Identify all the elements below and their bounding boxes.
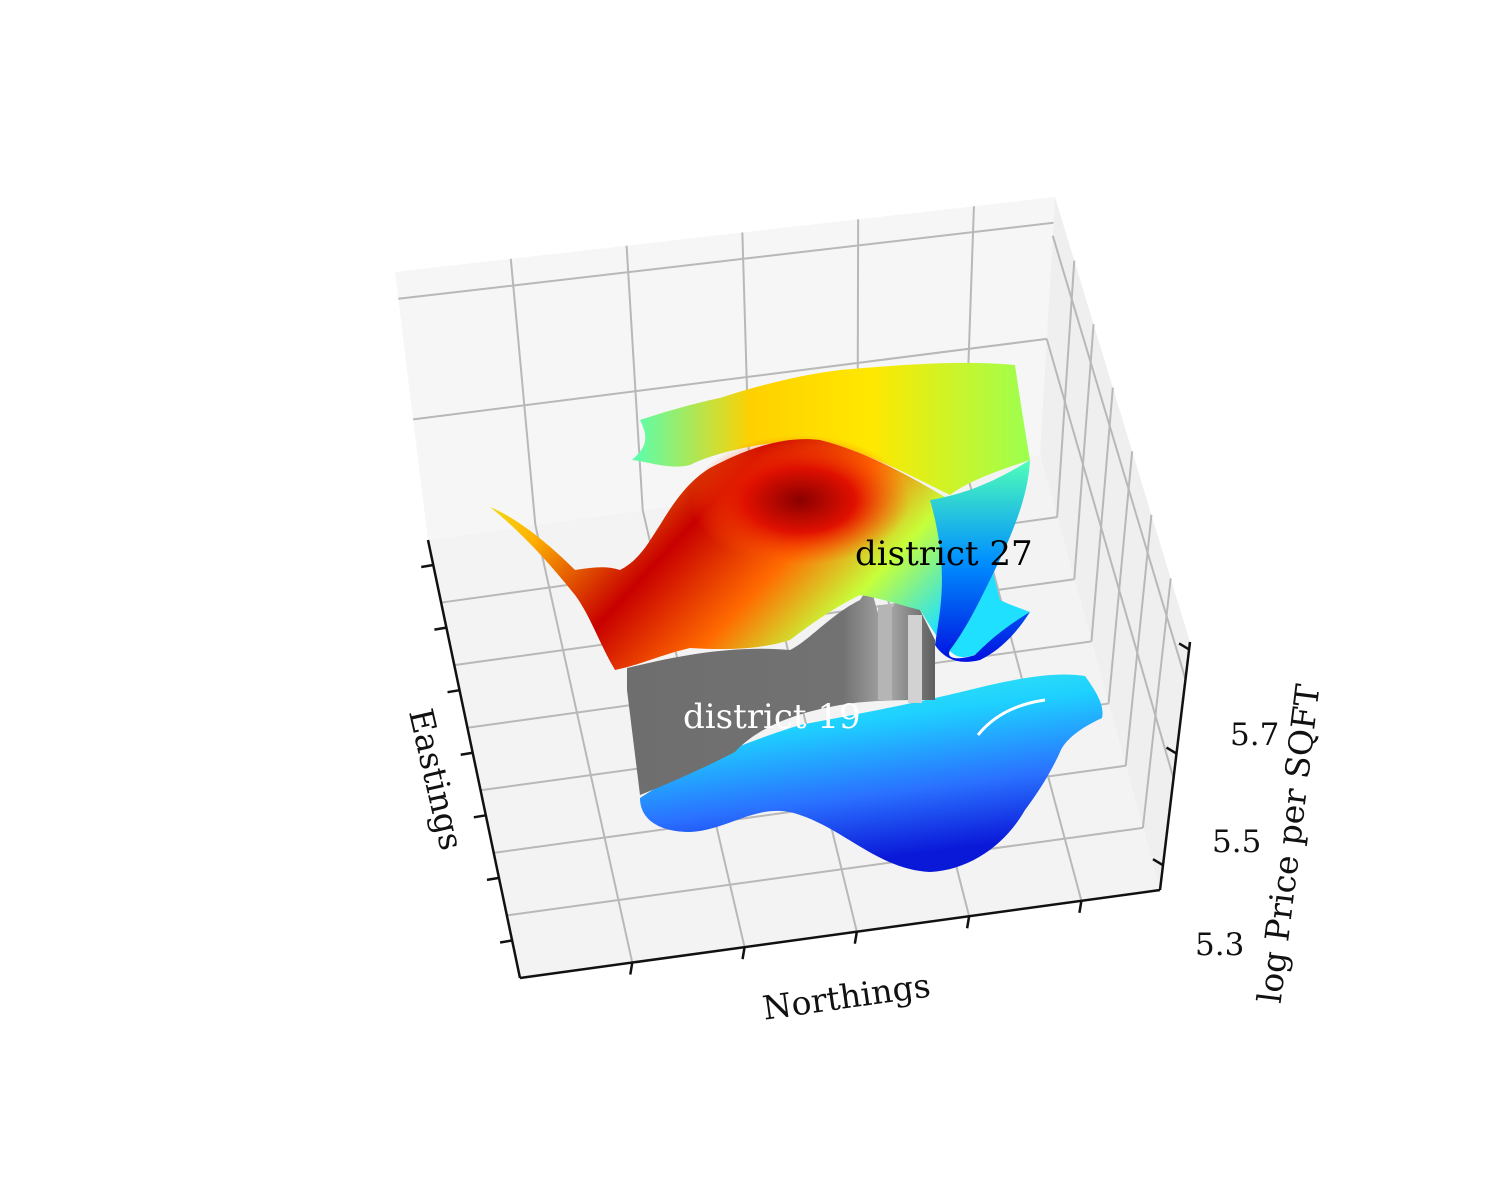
eastings-tick bbox=[447, 688, 460, 694]
gridline-right-vertical bbox=[1124, 514, 1153, 766]
northings-tick bbox=[965, 916, 971, 929]
eastings-tick bbox=[473, 814, 487, 819]
gridline-back-vertical bbox=[625, 245, 644, 511]
eastings-axis-line bbox=[426, 539, 522, 979]
northings-tick bbox=[741, 946, 746, 960]
z-tick-label-5-3: 5.3 bbox=[1195, 927, 1244, 963]
district-wall-light-panel bbox=[908, 615, 922, 703]
district-27-rim bbox=[632, 362, 1030, 495]
z-tick-label-5-7: 5.7 bbox=[1230, 717, 1279, 753]
eastings-tick bbox=[499, 939, 513, 944]
gridline-right-vertical bbox=[1090, 387, 1114, 642]
gridline-right-vertical bbox=[1056, 260, 1076, 518]
northings-tick bbox=[629, 962, 634, 975]
gridline-back-horizontal bbox=[398, 221, 1054, 300]
northings-axis-line bbox=[519, 888, 1161, 980]
annotation-district-19: district 19 bbox=[683, 697, 861, 737]
annotation-district-27: district 27 bbox=[855, 534, 1033, 574]
z-tick bbox=[1152, 858, 1164, 867]
pane-right bbox=[1040, 197, 1190, 890]
eastings-tick bbox=[486, 876, 500, 882]
gridline-floor-eastings bbox=[534, 524, 634, 963]
gridline-back-vertical bbox=[509, 258, 537, 526]
z-axis-line bbox=[1158, 641, 1192, 891]
z-tick bbox=[1165, 746, 1178, 755]
eastings-tick bbox=[421, 563, 434, 569]
y-axis-label: Eastings bbox=[401, 705, 471, 854]
gridline-right-horizontal bbox=[1045, 338, 1175, 779]
z-tick bbox=[1178, 642, 1190, 651]
gridline-right-horizontal bbox=[1051, 235, 1187, 680]
gridline-right-vertical bbox=[1073, 324, 1095, 580]
eastings-tick bbox=[434, 626, 447, 631]
axis-ticks bbox=[421, 563, 1190, 975]
northings-tick bbox=[1078, 900, 1083, 914]
northings-tick bbox=[853, 931, 859, 944]
district-27-edge bbox=[930, 460, 1030, 662]
z-tick-label-5-5: 5.5 bbox=[1212, 824, 1261, 860]
district-wall bbox=[627, 585, 935, 795]
district-19-highlight bbox=[976, 698, 1046, 736]
eastings-tick bbox=[460, 751, 473, 756]
gridline-right-vertical bbox=[1107, 451, 1134, 704]
district-wall-highlight bbox=[878, 605, 892, 700]
x-axis-label: Northings bbox=[760, 966, 933, 1028]
gridline-back-horizontal bbox=[413, 337, 1047, 421]
gridline-right-vertical bbox=[1141, 578, 1172, 828]
gridline-floor-northings bbox=[506, 826, 1143, 917]
district-27-peak bbox=[690, 435, 910, 565]
